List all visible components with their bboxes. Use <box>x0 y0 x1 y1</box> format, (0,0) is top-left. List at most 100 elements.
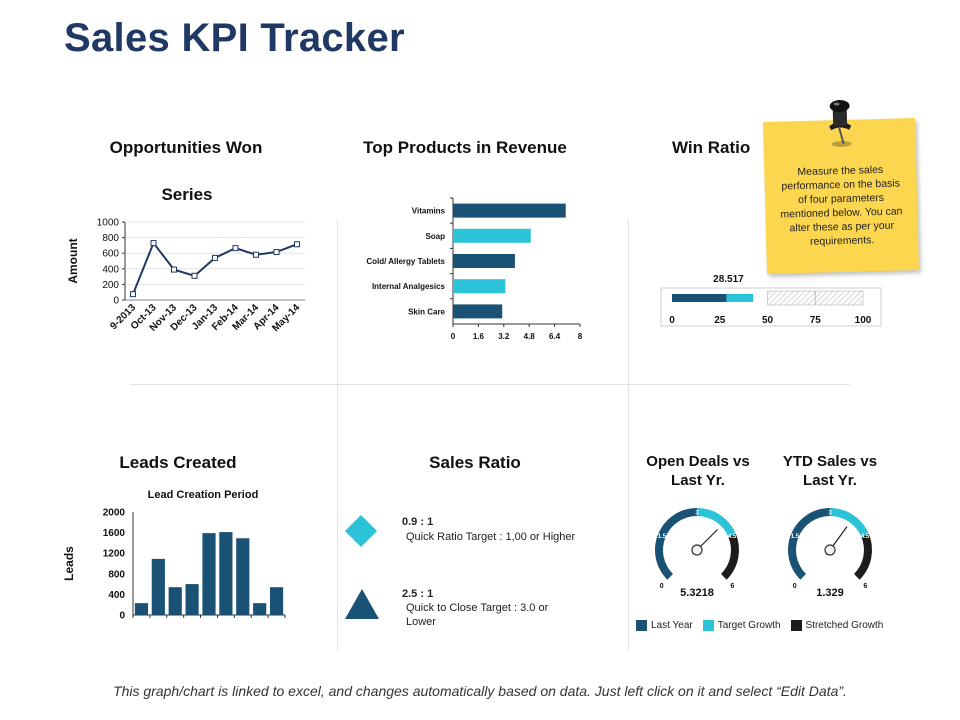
opportunities-chart: SeriesAmount020040060080010009-2013Oct-1… <box>66 185 305 334</box>
gauge-tick-label: 6 <box>730 583 734 590</box>
x-tick-label: 0 <box>451 332 456 341</box>
x-tick-label: 4.8 <box>524 332 536 341</box>
gauge-tick-label: 4.5 <box>728 534 737 540</box>
legend-label: Last Year <box>651 620 693 631</box>
y-axis-label: Leads <box>62 546 76 581</box>
y-tick-label: 400 <box>102 264 119 275</box>
sticky-note-text: Measure the sales performance on the bas… <box>780 163 903 248</box>
legend-label: Stretched Growth <box>805 620 884 631</box>
y-tick-label: Vitamins <box>412 207 446 216</box>
gauge-segment-last-year <box>655 508 697 580</box>
section-title-opportunities: Opportunities Won <box>109 138 263 157</box>
y-tick-label: Internal Analgesics <box>372 282 446 291</box>
x-tick-label: 1.6 <box>473 332 485 341</box>
y-tick-label: 0 <box>119 611 125 622</box>
bar <box>185 584 199 615</box>
top-products-chart: Vitamins Soap Cold/ Allergy Tablets Interna… <box>366 197 583 341</box>
x-tick-label: 25 <box>714 315 726 326</box>
diamond-icon <box>345 515 377 547</box>
divider-vertical-right <box>628 220 629 650</box>
data-point <box>294 241 300 248</box>
section-title-sales-ratio: Sales Ratio <box>429 453 521 472</box>
data-point <box>150 240 157 247</box>
x-tick-label: 3.2 <box>498 332 510 341</box>
gauge-tick-label: 0 <box>660 583 664 590</box>
page-title: Sales KPI Tracker <box>64 16 405 60</box>
data-label: 28.517 <box>713 274 744 285</box>
close-ratio-label: Quick to Close Target : 3.0 or Lower <box>406 602 549 628</box>
legend-swatch <box>636 620 647 631</box>
chart-title: Series <box>161 185 212 204</box>
gauge-legend: Last Year Target Growth Stretched Growth <box>636 620 883 631</box>
legend-swatch <box>702 620 714 631</box>
gauge-hub <box>691 544 703 556</box>
chart-title: Lead Creation Period <box>148 489 259 501</box>
y-tick-label: 1000 <box>97 218 120 229</box>
y-tick-label: 1600 <box>103 528 126 539</box>
triangle-icon <box>345 589 379 619</box>
gauge-value-label: 5.3218 <box>680 587 714 599</box>
pushpin-icon <box>829 100 852 147</box>
gauge-segment-target-growth <box>830 508 869 537</box>
ytd-sales-gauge: 0 1.5 3 4.5 6 1.329 <box>788 508 872 599</box>
x-tick-label: 100 <box>855 315 872 326</box>
section-title-ytd-sales: YTD Sales vs Last Yr. <box>782 453 878 489</box>
bar <box>151 558 165 615</box>
x-tick-label: 0 <box>669 315 675 326</box>
y-tick-label: Soap <box>425 232 445 241</box>
legend-item-last-year: Last Year <box>636 620 693 631</box>
bar <box>269 587 284 615</box>
gauge-segment-last-year <box>788 508 830 580</box>
gauge-segment-stretched-growth <box>854 533 872 580</box>
legend-item-stretched-growth: Stretched Growth <box>790 620 884 631</box>
bar <box>453 254 515 268</box>
gauge-tick-label: 3 <box>695 511 699 517</box>
target-growth-bar <box>726 294 754 302</box>
section-title-leads: Leads Created <box>119 453 237 472</box>
y-tick-label: 400 <box>108 590 125 601</box>
bar <box>453 228 531 243</box>
y-axis-label: Amount <box>66 238 80 283</box>
bar <box>236 538 250 615</box>
gauge-hub <box>824 544 836 556</box>
y-tick-label: 2000 <box>103 508 126 519</box>
close-ratio-value: 2.5 : 1 <box>402 588 434 600</box>
quick-ratio-label: Quick Ratio Target : 1,00 or Higher <box>406 531 576 543</box>
bar <box>219 532 233 615</box>
bar <box>168 587 182 615</box>
x-tick-label: 75 <box>810 315 822 326</box>
data-point <box>171 266 177 273</box>
data-point <box>191 272 198 279</box>
y-tick-label: Cold/ Allergy Tablets <box>366 257 445 266</box>
last-year-bar <box>672 294 727 302</box>
y-tick-label: Skin Care <box>408 307 445 316</box>
gauge-tick-label: 0 <box>793 583 797 590</box>
win-ratio-chart: 28.517 0 25 50 75 100 <box>660 274 882 327</box>
section-title-open-deals: Open Deals vs Last Yr. <box>646 453 750 489</box>
divider-horizontal <box>130 384 850 385</box>
gauge-value-label: 1.329 <box>816 587 844 599</box>
bar <box>253 603 267 615</box>
y-tick-label: 200 <box>102 280 119 291</box>
gauge-tick-label: 3 <box>828 511 832 517</box>
y-tick-label: 1200 <box>103 549 126 560</box>
bar <box>134 603 149 615</box>
quick-ratio-value: 0.9 : 1 <box>402 516 434 528</box>
gauge-tick-label: 4.5 <box>861 534 870 540</box>
open-deals-gauge: 0 1.5 3 4.5 6 5.3218 <box>655 508 739 599</box>
section-title-win-ratio: Win Ratio <box>672 138 751 157</box>
gauge-tick-label: 1.5 <box>658 534 667 540</box>
data-point <box>212 254 218 261</box>
bar <box>202 533 216 615</box>
sticky-note: Measure the sales performance on the bas… <box>763 100 919 274</box>
y-tick-label: 0 <box>113 296 119 307</box>
gauge-segment-target-growth <box>697 508 736 537</box>
divider-vertical-left <box>337 220 338 650</box>
x-tick-label: 8 <box>578 332 583 341</box>
footer-note: This graph/chart is linked to excel, and… <box>113 683 847 699</box>
legend-item-target-growth: Target Growth <box>702 620 781 631</box>
bar <box>453 203 566 218</box>
legend-label: Target Growth <box>717 620 781 631</box>
data-point <box>130 291 136 298</box>
gauge-tick-label: 6 <box>863 583 867 590</box>
